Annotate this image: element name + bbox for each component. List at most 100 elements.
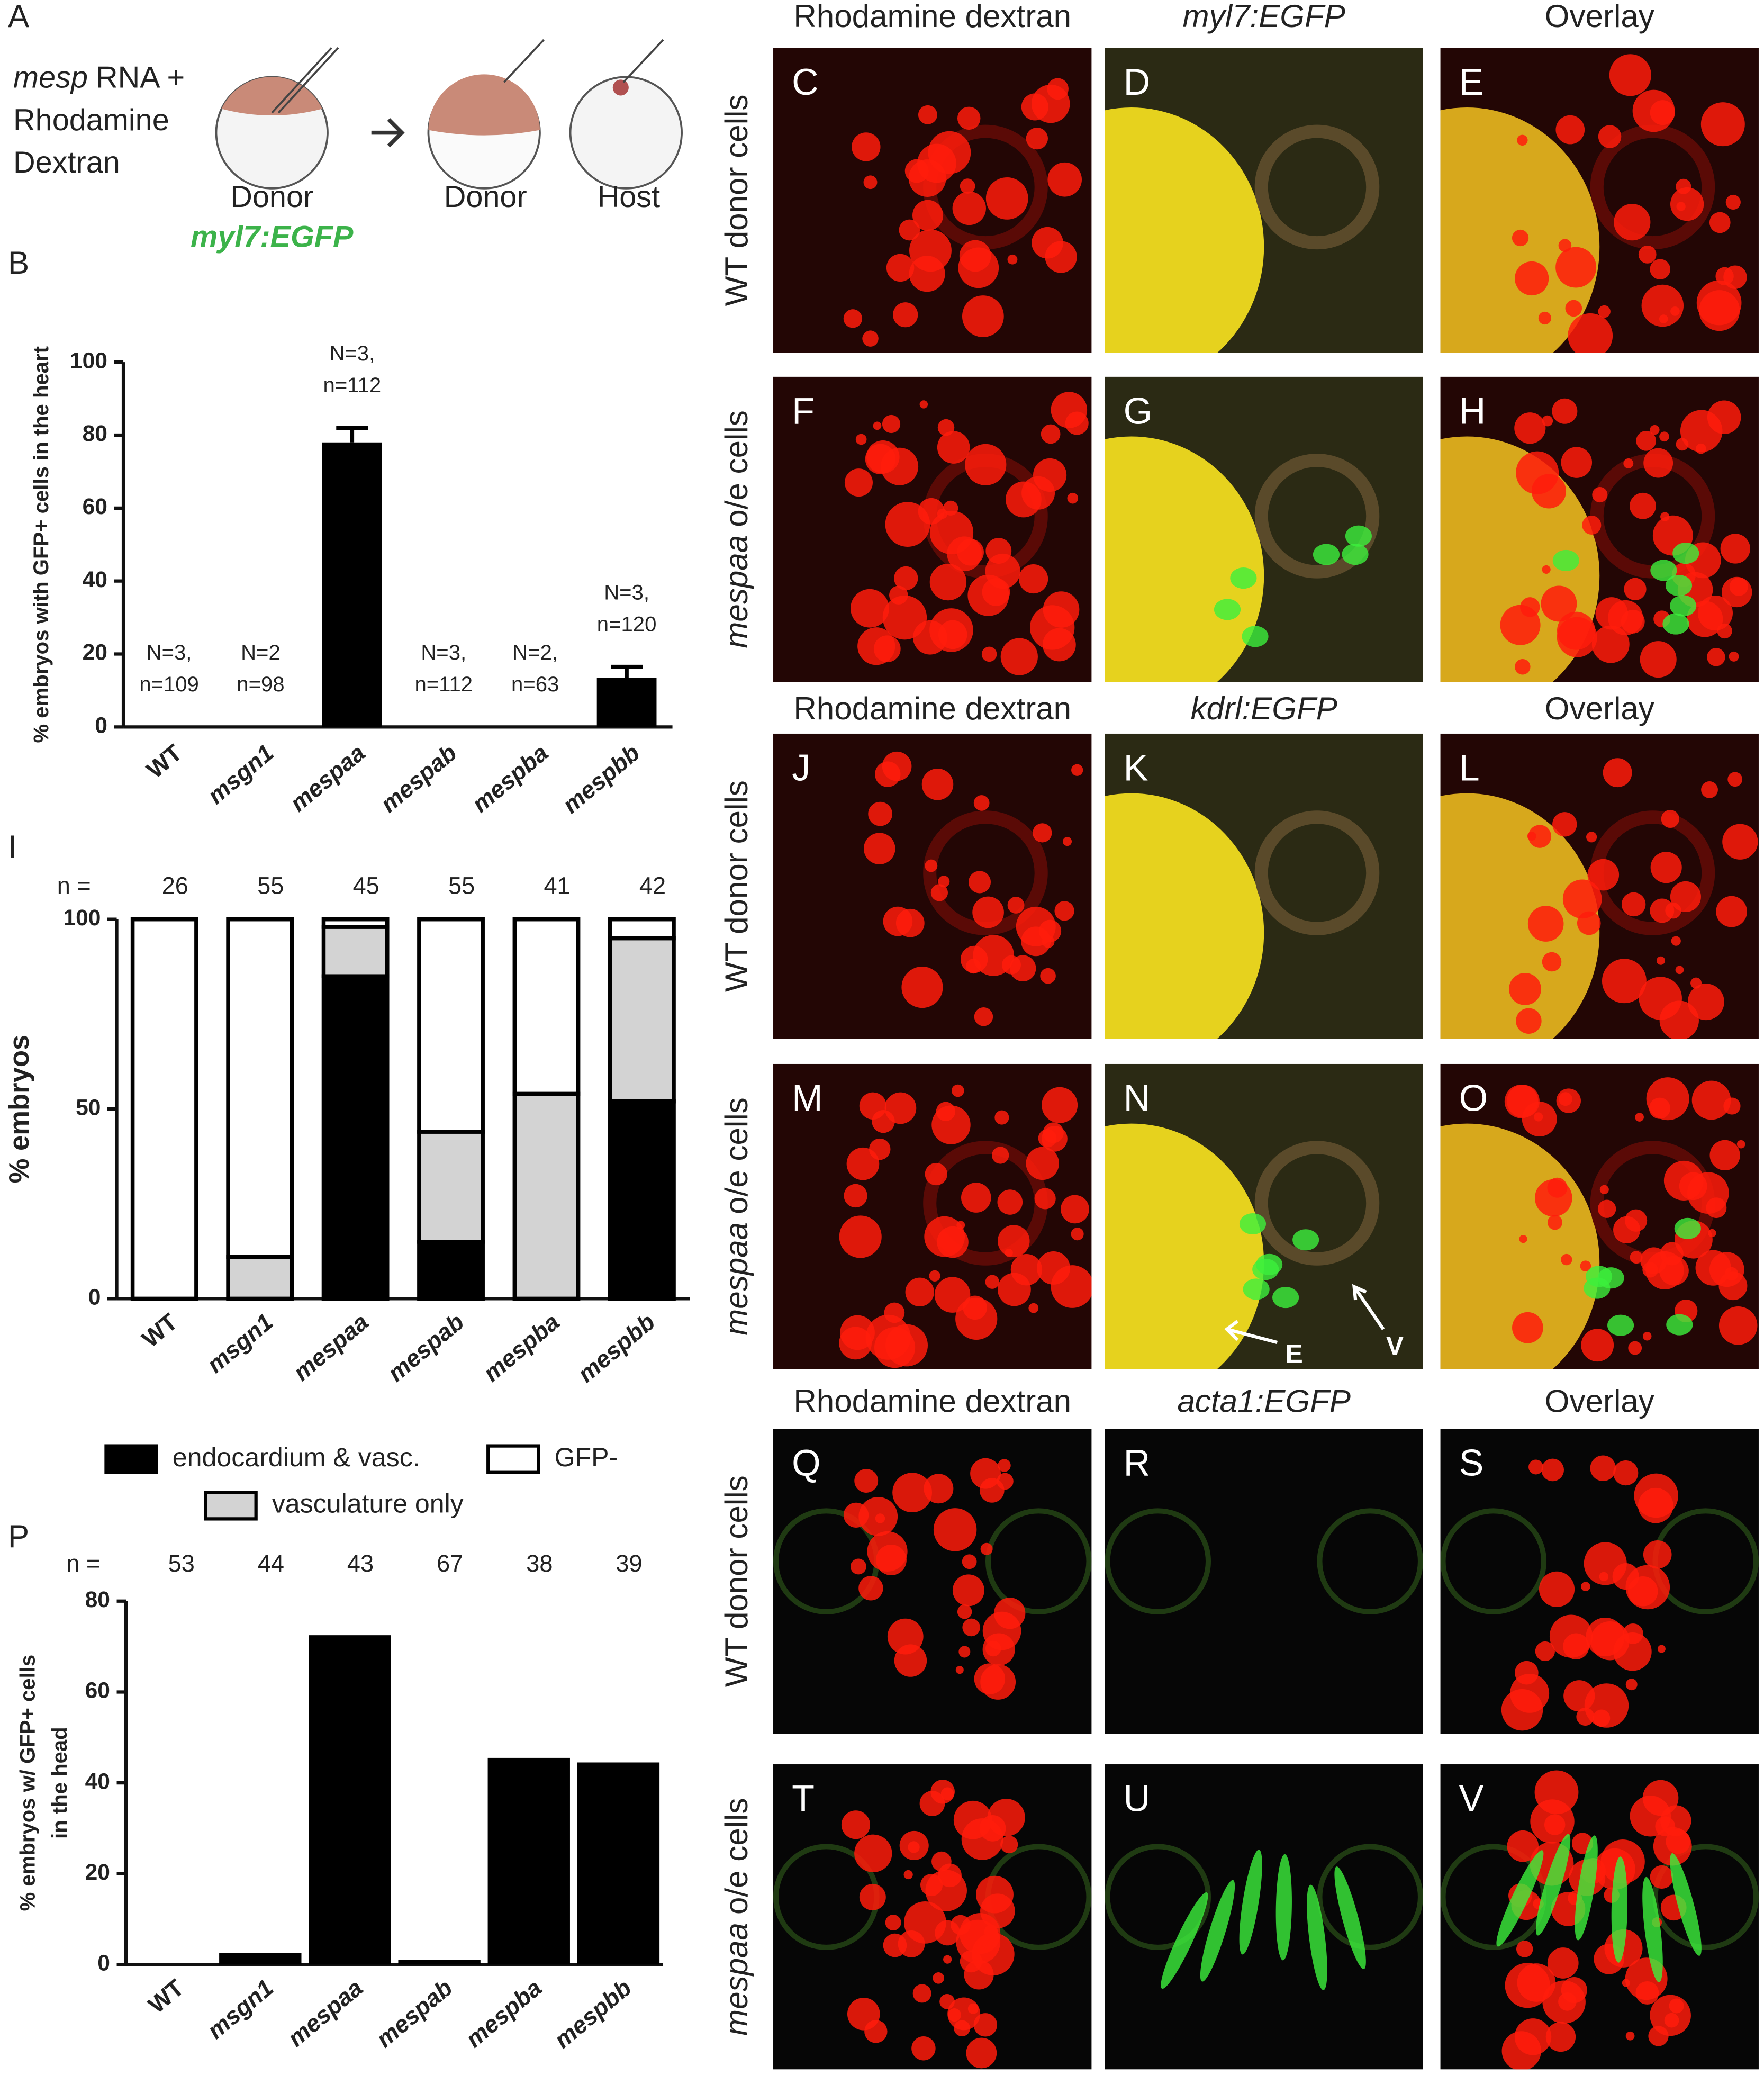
signal-red	[1722, 824, 1758, 860]
signal-red	[846, 1147, 880, 1180]
signal-red	[1613, 1216, 1641, 1243]
signal-green	[1345, 525, 1372, 547]
signal-red	[1565, 300, 1582, 317]
signal-red	[1541, 1458, 1564, 1482]
micrograph	[1105, 1429, 1423, 1734]
x-tick-label: mespba	[478, 1308, 564, 1387]
signal-red	[855, 434, 867, 445]
signal-red	[1608, 600, 1643, 635]
micrograph	[1440, 733, 1759, 1039]
signal-red	[1650, 852, 1682, 883]
panel-letter: L	[1459, 747, 1480, 789]
signal-red	[1515, 261, 1549, 296]
panel-letter: U	[1124, 1778, 1151, 1819]
signal-green	[1243, 1278, 1270, 1300]
signal-red	[1727, 772, 1743, 787]
signal-red	[1638, 246, 1657, 264]
signal-red	[1021, 926, 1051, 957]
signal-red	[1041, 424, 1061, 444]
signal-red	[985, 1275, 999, 1289]
signal-red	[1593, 1709, 1611, 1727]
annotation: N=3,	[329, 342, 375, 365]
signal-red	[1034, 1188, 1056, 1210]
row-label: mespaa o/e cells	[719, 1097, 754, 1336]
signal-red	[1707, 648, 1725, 666]
annotation: n=98	[237, 673, 284, 696]
bar-segment	[512, 1091, 581, 1301]
signal-red	[884, 1302, 905, 1323]
row-label-rest: o/e cells	[719, 1798, 754, 1915]
signal-red	[839, 1327, 872, 1360]
signal-red	[908, 159, 946, 197]
y-tick-label: 60	[83, 494, 107, 519]
signal-red	[1000, 638, 1038, 675]
signal-red	[1028, 1303, 1039, 1313]
signal-red	[973, 2013, 998, 2037]
signal-red	[1517, 134, 1528, 146]
signal-red	[1026, 1147, 1059, 1180]
signal-red	[1706, 1197, 1727, 1219]
signal-red	[1527, 906, 1564, 942]
x-tick-label: msgn1	[202, 1974, 278, 2044]
annotation: N=3,	[147, 641, 192, 664]
signal-red	[852, 132, 881, 161]
signal-red	[901, 967, 943, 1008]
panel-letter: F	[792, 390, 815, 431]
bar-segment	[512, 917, 581, 1096]
legend-swatch	[204, 1491, 258, 1521]
micrograph	[773, 1429, 1092, 1734]
signal-red	[1598, 305, 1611, 318]
signal-red	[1650, 1865, 1673, 1889]
label-italic: mesp	[13, 61, 88, 95]
signal-green	[1242, 626, 1269, 647]
row-label-rest: o/e cells	[719, 1097, 754, 1214]
signal-red	[940, 1787, 954, 1800]
row-label: mespaa o/e cells	[719, 410, 754, 648]
signal-red	[968, 871, 991, 894]
bar-segment	[130, 917, 198, 1301]
signal-green	[1256, 1253, 1283, 1275]
signal-red	[1528, 1459, 1543, 1475]
legend-label: vasculature only	[272, 1489, 464, 1519]
column-header: acta1:EGFP	[1177, 1383, 1351, 1419]
column-header: myl7:EGFP	[1183, 0, 1345, 34]
signal-red	[1047, 162, 1082, 197]
eye	[1254, 1141, 1380, 1266]
label: Host	[598, 180, 661, 214]
column-header: kdrl:EGFP	[1191, 691, 1337, 726]
signal-red	[994, 1110, 1009, 1125]
signal-red	[1696, 443, 1706, 454]
signal-red	[863, 175, 878, 190]
signal-red	[1709, 212, 1731, 233]
signal-red	[1613, 1460, 1639, 1486]
signal-red	[912, 1984, 931, 2003]
bar-segment	[608, 1099, 676, 1301]
signal-red	[955, 1666, 964, 1674]
signal-red	[1729, 651, 1739, 662]
eye	[923, 810, 1048, 935]
signal-red	[844, 468, 873, 497]
micrograph	[773, 376, 1092, 682]
panel-letter: V	[1459, 1778, 1484, 1819]
panel-letter: S	[1459, 1442, 1484, 1484]
signal-red	[1623, 458, 1634, 468]
signal-red	[919, 1791, 945, 1816]
micrograph	[1105, 733, 1423, 1039]
signal-red	[1535, 1641, 1555, 1662]
annotation: N=2,	[512, 641, 558, 664]
signal-green	[1674, 1217, 1701, 1239]
signal-red	[1065, 411, 1089, 435]
graft	[612, 79, 629, 96]
x-tick-label: mespba	[467, 739, 553, 818]
bar	[487, 1757, 570, 1965]
label: myl7:EGFP	[191, 220, 354, 254]
signal-red	[1676, 438, 1689, 451]
panel-letter: Q	[792, 1442, 821, 1484]
signal-red	[925, 859, 938, 872]
signal-red	[854, 1834, 892, 1872]
signal-red	[1716, 896, 1747, 927]
signal-red	[1517, 1963, 1556, 2002]
signal-green	[1607, 1314, 1634, 1336]
panel-letter: T	[792, 1778, 815, 1819]
signal-red	[962, 1618, 980, 1637]
